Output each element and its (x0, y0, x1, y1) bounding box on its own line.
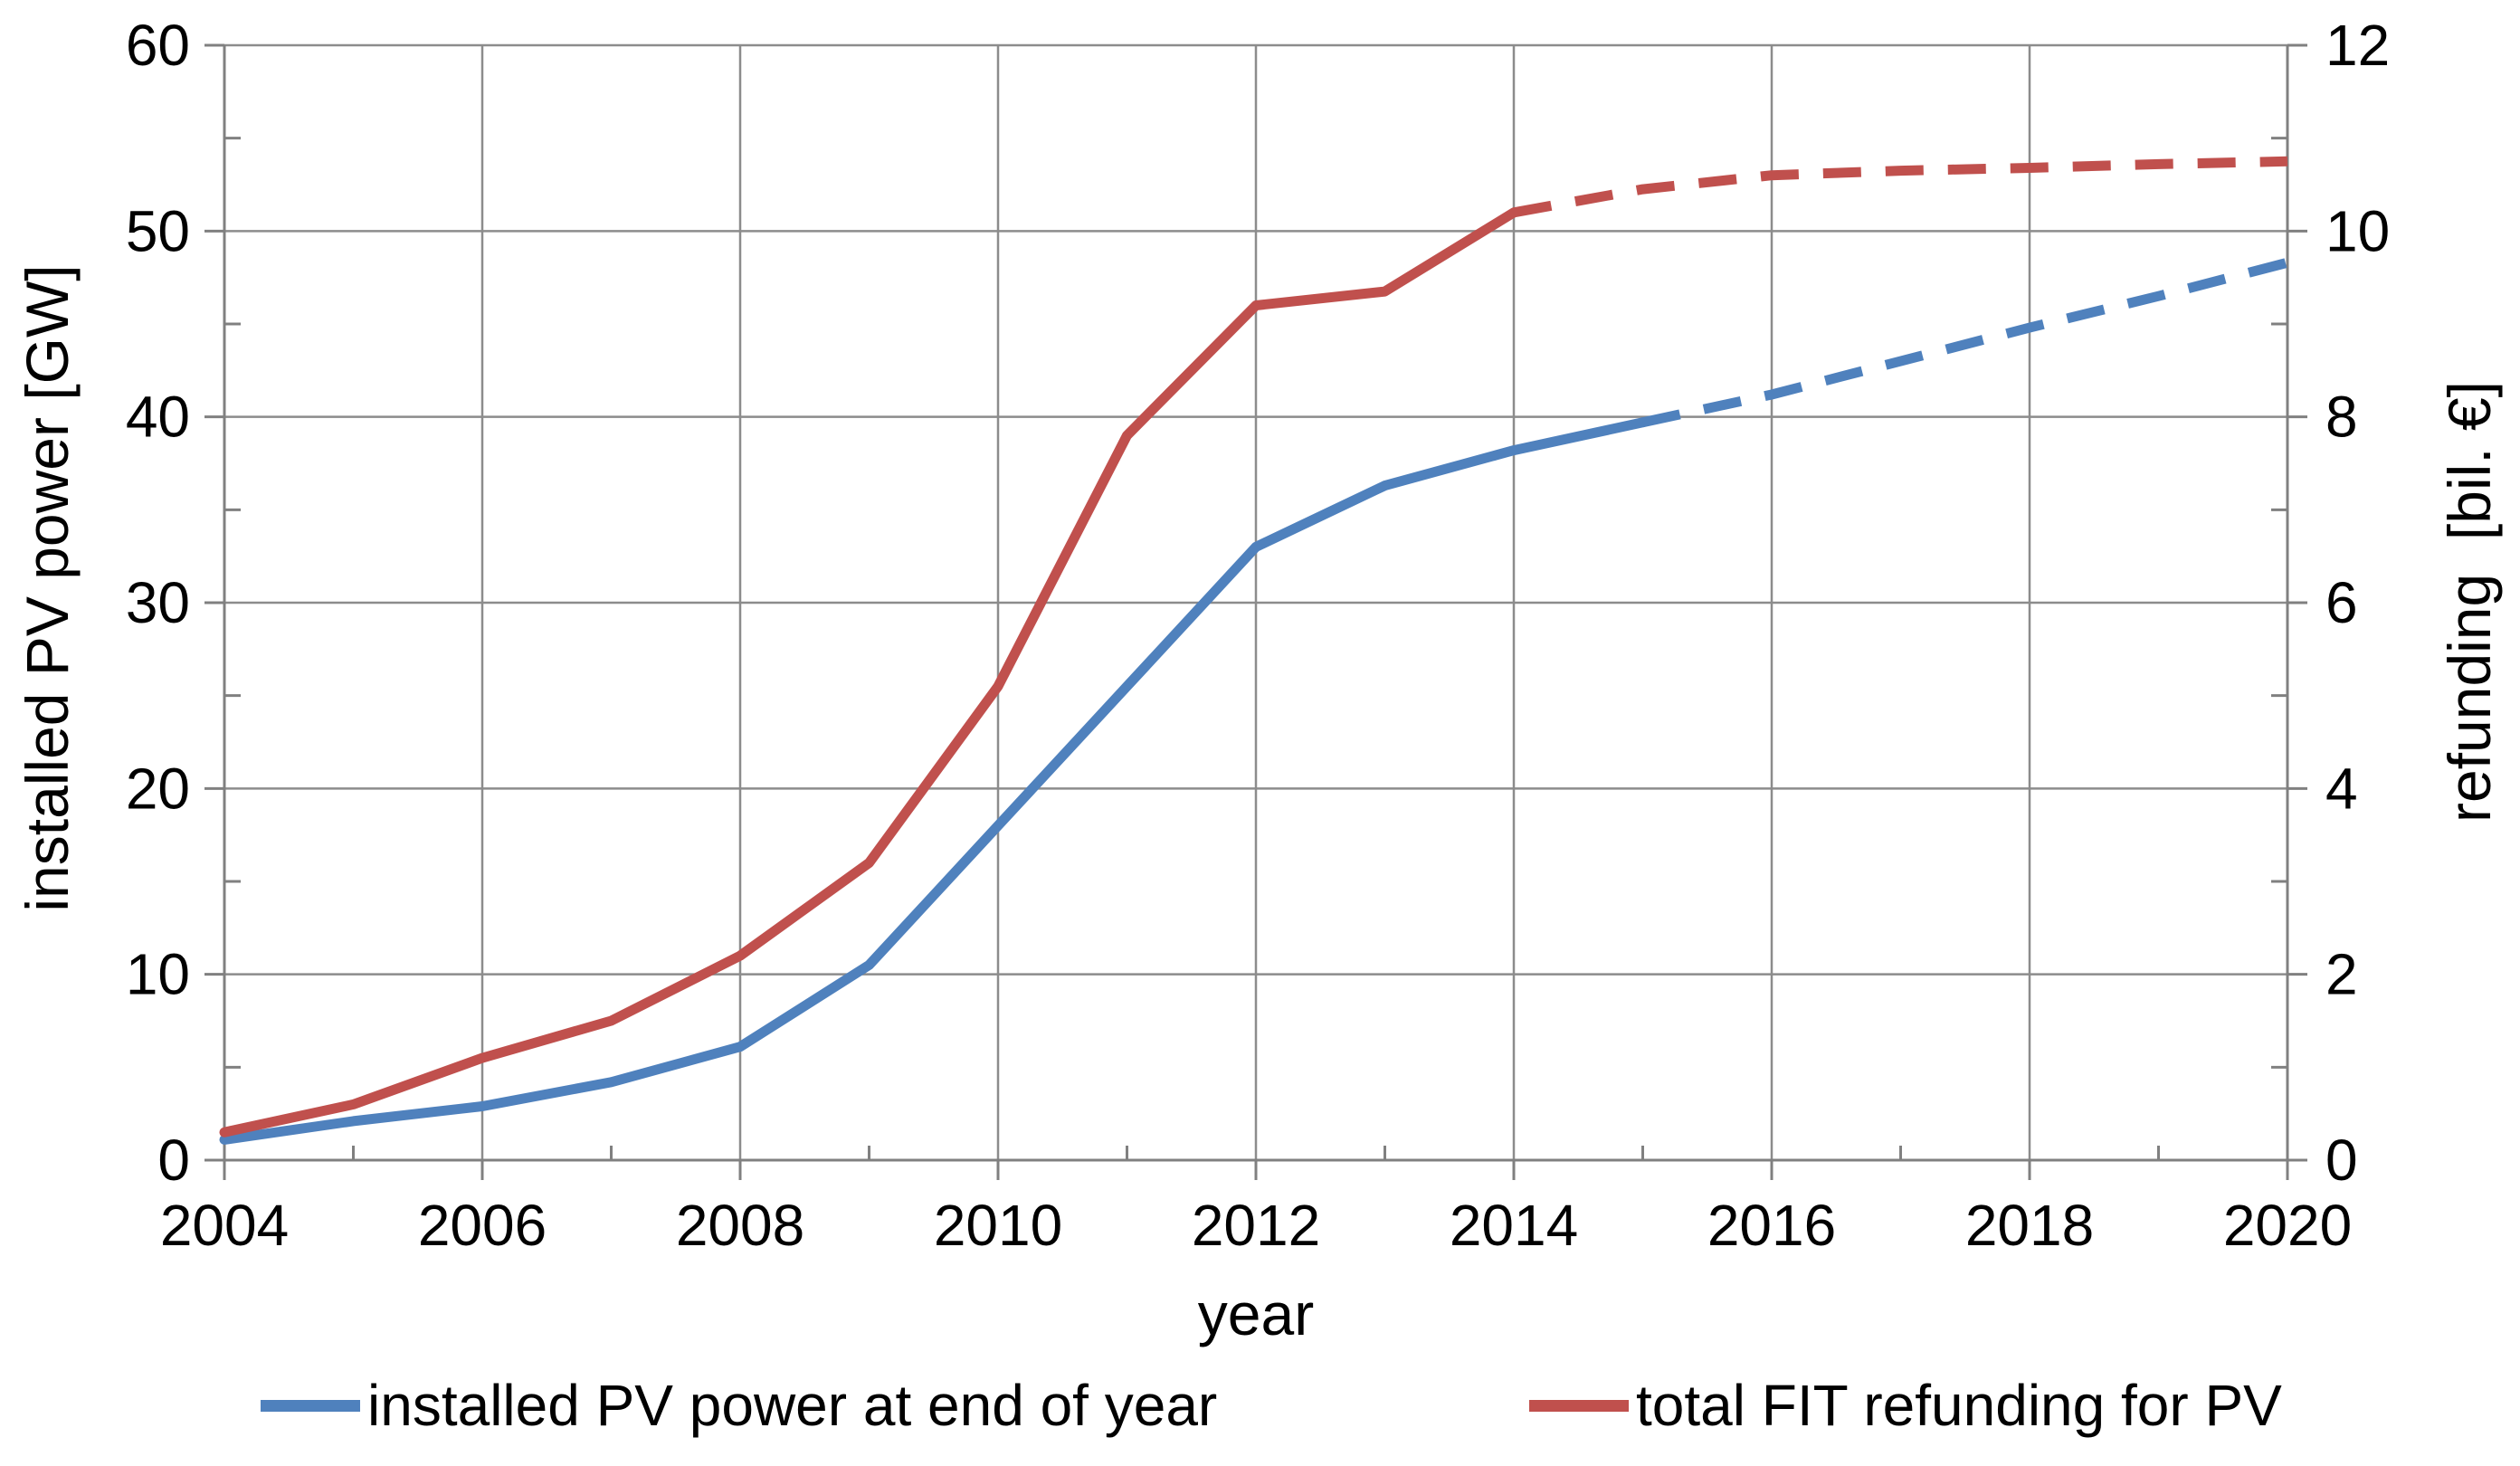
legend-label: installed PV power at end of year (367, 1373, 1218, 1438)
x-axis-tick-label: 2012 (1192, 1193, 1320, 1258)
legend-item-fit-refunding: total FIT refunding for PV (1529, 1372, 2282, 1439)
chart-legend: installed PV power at end of year total … (0, 1372, 2520, 1439)
series-line-dashed-left (1641, 257, 2289, 428)
x-axis-tick-label: 2014 (1450, 1193, 1578, 1258)
x-axis-tick-label: 2004 (160, 1193, 289, 1258)
left-axis-tick-label: 20 (126, 756, 190, 821)
x-axis-tick-label: 2006 (418, 1193, 547, 1258)
legend-swatch-red-line (1529, 1399, 1629, 1412)
x-axis-tick-label: 2020 (2223, 1193, 2352, 1258)
right-axis-tick-label: 6 (2325, 570, 2358, 635)
legend-label: total FIT refunding for PV (1636, 1373, 2282, 1438)
right-axis-tick-label: 12 (2325, 13, 2390, 78)
left-axis-tick-label: 60 (126, 13, 190, 78)
series-line-dashed-right (1513, 156, 2288, 218)
x-axis-tick-label: 2016 (1707, 1193, 1836, 1258)
x-axis-title: year (1197, 1280, 1315, 1347)
x-axis-tick-label: 2010 (934, 1193, 1062, 1258)
left-axis-title: installed PV power [GW] (14, 264, 81, 912)
right-axis-tick-label: 4 (2325, 756, 2358, 821)
left-axis-tick-label: 30 (126, 570, 190, 635)
right-axis-tick-label: 2 (2325, 942, 2358, 1007)
left-axis-tick-label: 40 (126, 385, 190, 450)
right-axis-tick-label: 0 (2325, 1128, 2358, 1193)
right-axis-tick-label: 10 (2325, 198, 2390, 263)
left-axis-tick-label: 0 (157, 1128, 190, 1193)
left-axis-tick-label: 10 (126, 942, 190, 1007)
right-axis-title: refunding [bil. €] (2436, 381, 2503, 823)
legend-swatch-blue-line (261, 1399, 360, 1412)
legend-item-installed-pv: installed PV power at end of year (261, 1372, 1217, 1439)
left-axis-tick-label: 50 (126, 198, 190, 263)
series-line-solid-left (219, 417, 1648, 1145)
series-line-solid-right (219, 207, 1519, 1138)
x-axis-tick-label: 2018 (1965, 1193, 2094, 1258)
right-axis-tick-label: 8 (2325, 385, 2358, 450)
x-axis-tick-label: 2008 (676, 1193, 804, 1258)
